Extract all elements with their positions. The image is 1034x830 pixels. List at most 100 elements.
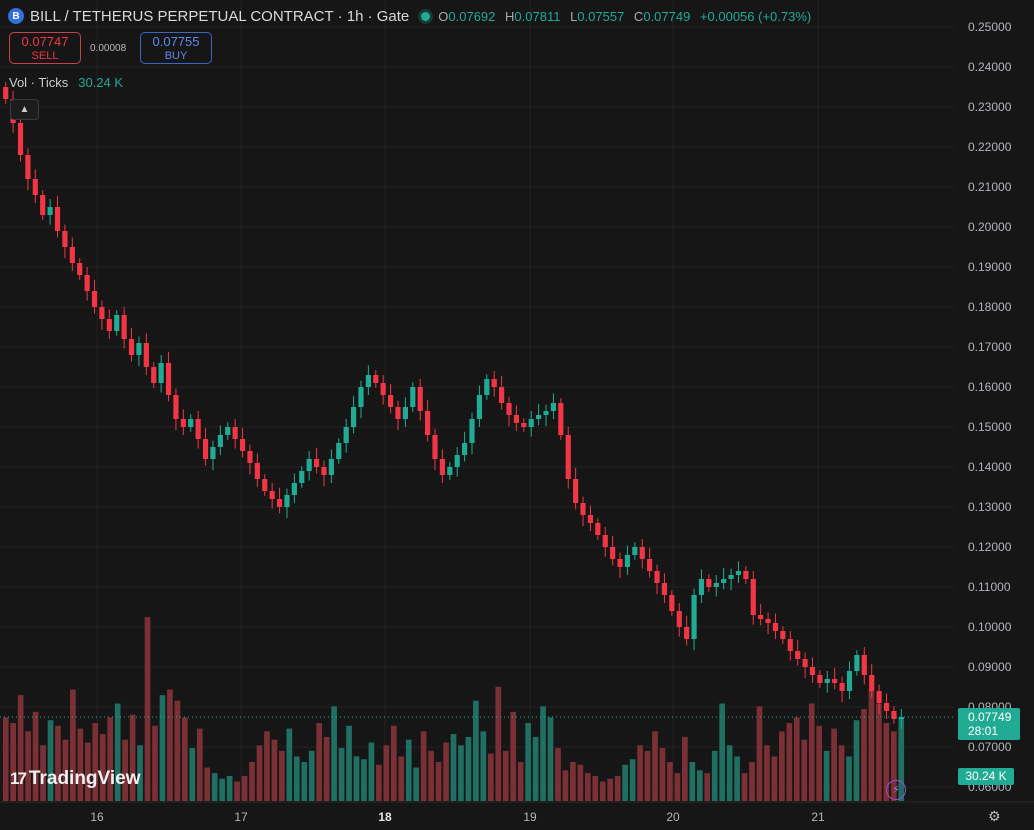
candle-body (173, 395, 179, 419)
time-axis[interactable]: 16 17 18 19 20 21 (0, 801, 1034, 830)
candle-body (795, 651, 801, 659)
buy-button[interactable]: 0.07755 BUY (140, 32, 212, 64)
volume-bar (704, 773, 711, 801)
volume-bar (793, 717, 800, 801)
candle-body (143, 343, 149, 367)
volume-bar (577, 764, 584, 801)
tradingview-logo[interactable]: 17 TradingView (10, 768, 141, 790)
candle-body (32, 179, 38, 195)
candle-body (595, 523, 601, 535)
candle-body (373, 375, 379, 383)
symbol-logo-icon[interactable]: B (8, 8, 24, 24)
volume-bar (383, 745, 390, 801)
volume-bar (219, 778, 225, 801)
volume-bar (547, 717, 554, 801)
candle-body (151, 367, 157, 383)
candle-body (114, 315, 120, 331)
candle-body (432, 435, 438, 459)
price-tick-label: 0.13000 (968, 500, 1012, 514)
candle-body (291, 483, 297, 495)
price-tick-label: 0.15000 (968, 420, 1012, 434)
volume-bar (764, 745, 770, 801)
volume-bar (719, 703, 725, 801)
candle-body (632, 547, 638, 555)
candle-body (476, 395, 482, 419)
price-tick-label: 0.20000 (968, 220, 1012, 234)
candle-body (439, 459, 445, 475)
candle-body (536, 415, 542, 419)
volume-bars (2, 617, 905, 801)
volume-bar (734, 756, 740, 801)
candle-body (499, 387, 505, 403)
volume-bar (599, 781, 606, 801)
candle-body (713, 583, 719, 587)
volume-bar (84, 742, 91, 801)
sell-button[interactable]: 0.07747 SELL (9, 32, 81, 64)
price-tick-label: 0.23000 (968, 100, 1012, 114)
volume-bar (114, 703, 121, 801)
candle-body (743, 571, 749, 579)
candle-body (513, 415, 520, 423)
last-price-value: 0.07749 (968, 710, 1012, 724)
volume-bar (510, 711, 517, 801)
candle-body (402, 407, 408, 419)
volume-bar (413, 767, 420, 801)
candle-body (521, 423, 527, 427)
volume-bar (525, 723, 531, 801)
candle-body (121, 315, 127, 339)
volume-bar (204, 767, 211, 801)
volume-bar (264, 731, 270, 801)
volume-bar (584, 773, 591, 801)
price-tick-label: 0.11000 (968, 580, 1011, 594)
volume-bar (637, 745, 643, 801)
volume-legend[interactable]: Vol · Ticks 30.24 K (9, 75, 123, 90)
candle-body (454, 455, 460, 467)
gear-icon[interactable]: ⚙ (988, 808, 1001, 824)
price-tick-label: 0.18000 (968, 300, 1012, 314)
chevron-up-icon[interactable]: ▲ (10, 99, 39, 120)
volume-bar (323, 736, 330, 801)
candle-body (787, 639, 793, 651)
candle-body (40, 195, 46, 215)
candle-body (84, 275, 90, 291)
volume-bar (629, 759, 636, 801)
volume-bar (771, 756, 778, 801)
volume-bar (174, 700, 181, 801)
volume-bar (420, 731, 427, 801)
candle-body (262, 479, 268, 491)
volume-bar (786, 723, 793, 801)
candle-body (610, 547, 616, 559)
time-axis-bg (0, 802, 1034, 830)
candle-body (780, 631, 786, 639)
candle-body (106, 319, 112, 331)
candle-body (17, 123, 24, 155)
volume-bar (450, 734, 457, 801)
candle-body (365, 375, 371, 387)
symbol-title[interactable]: BILL / TETHERUS PERPETUAL CONTRACT · 1h … (30, 7, 410, 25)
candle-body (491, 379, 497, 387)
candle-body (447, 467, 453, 475)
lightning-icon[interactable]: ⚡ (886, 780, 906, 800)
buy-label: BUY (164, 50, 188, 62)
volume-bar (279, 750, 285, 801)
price-axis[interactable]: 0.25000 0.24000 0.23000 0.22000 0.21000 0.200… (955, 0, 1034, 830)
time-tick-label: 21 (811, 810, 825, 824)
high-label: H (505, 8, 515, 24)
candle-body (165, 363, 172, 395)
candle-body (380, 383, 386, 395)
volume-bar (831, 728, 837, 801)
price-axis-bg (955, 0, 1034, 830)
volume-bar (32, 711, 39, 801)
volume-bar (562, 770, 569, 801)
volume-bar (70, 689, 76, 801)
volume-bar (398, 756, 405, 801)
volume-label: Vol · Ticks (9, 75, 69, 90)
volume-bar (644, 750, 651, 801)
volume-bar (390, 725, 397, 801)
close-label: C (633, 8, 644, 24)
volume-bar (659, 748, 666, 801)
candle-body (202, 439, 209, 459)
candle-body (313, 459, 320, 467)
candle-body (883, 703, 890, 711)
